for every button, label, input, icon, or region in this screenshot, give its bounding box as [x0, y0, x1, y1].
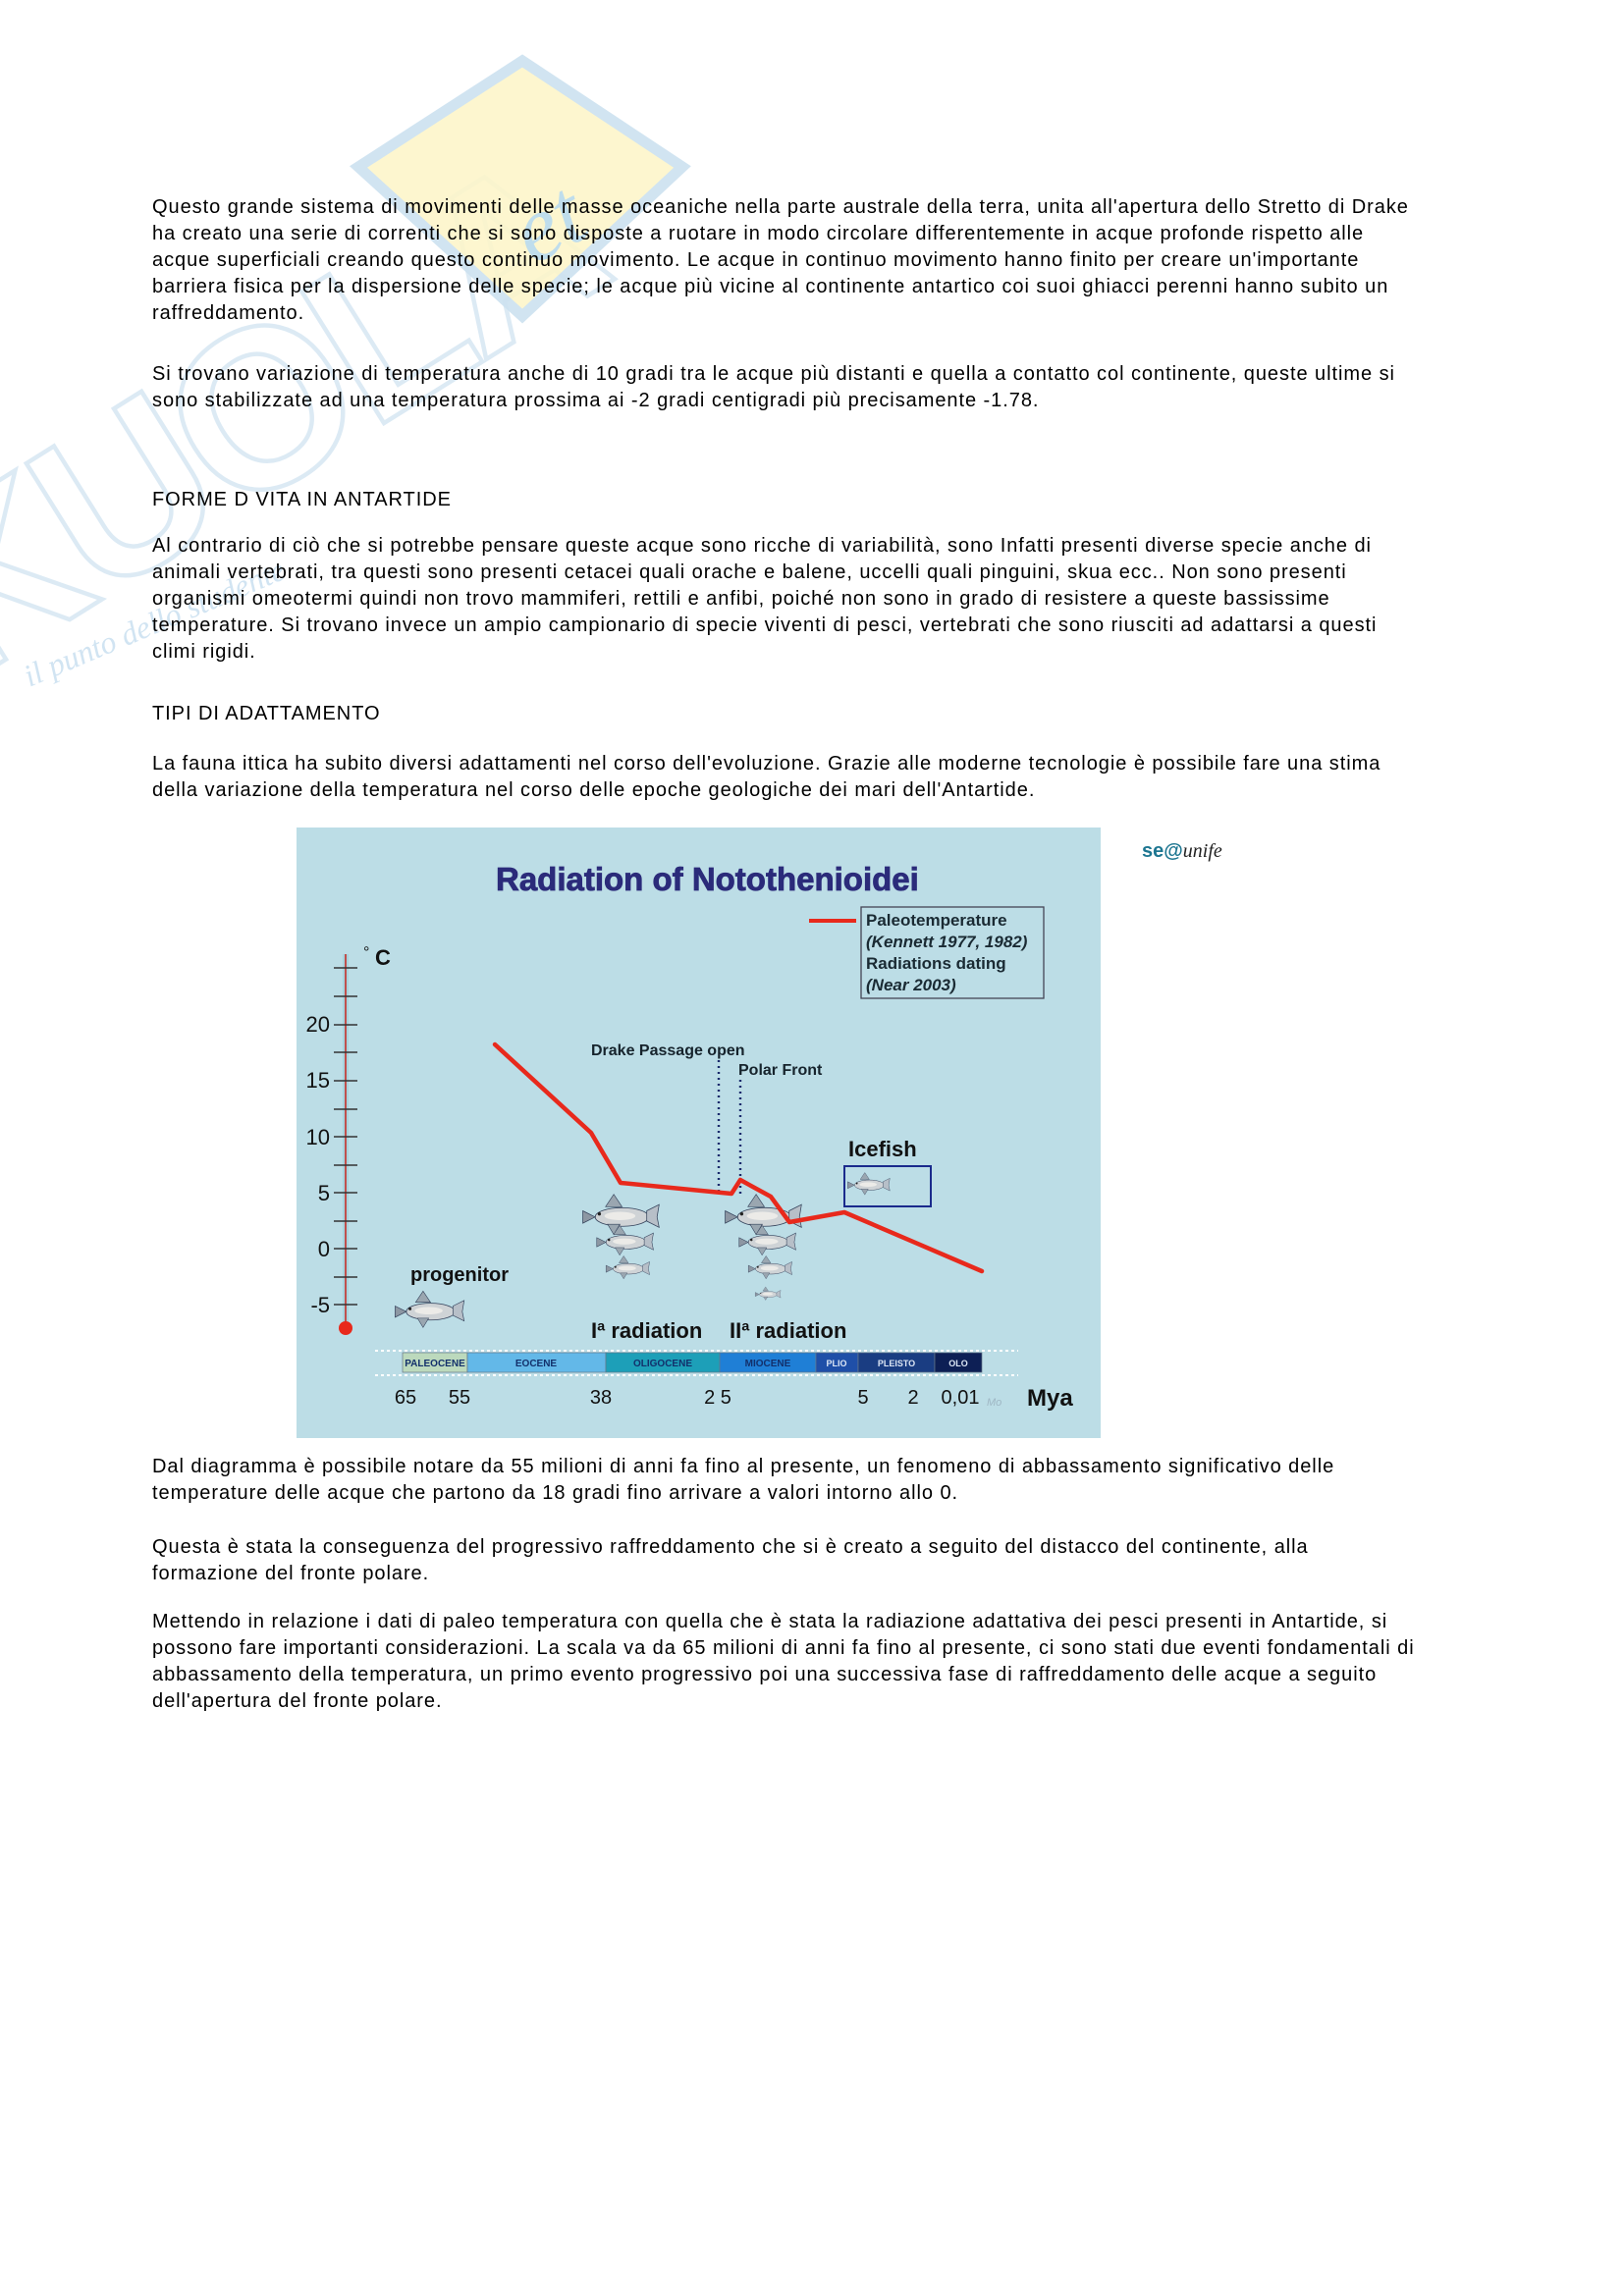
- svg-text:10: 10: [306, 1125, 330, 1149]
- svg-text:OLO: OLO: [948, 1359, 968, 1368]
- svg-text:(Kennett 1977, 1982): (Kennett 1977, 1982): [866, 933, 1028, 951]
- svg-text:Mya: Mya: [1027, 1385, 1073, 1412]
- svg-text:0: 0: [318, 1237, 330, 1261]
- svg-text:15: 15: [306, 1068, 330, 1093]
- svg-text:5: 5: [857, 1387, 868, 1409]
- svg-text:Polar Front: Polar Front: [738, 1062, 823, 1079]
- svg-text:Icefish: Icefish: [848, 1137, 917, 1161]
- svg-text:2 5: 2 5: [704, 1387, 731, 1409]
- svg-text:MIOCENE: MIOCENE: [745, 1359, 791, 1369]
- svg-text:Iª radiation: Iª radiation: [591, 1318, 702, 1343]
- svg-text:OLIGOCENE: OLIGOCENE: [633, 1359, 692, 1369]
- svg-text:PLIO: PLIO: [826, 1359, 846, 1368]
- svg-text:2: 2: [907, 1387, 918, 1409]
- svg-text:Radiation of Notothenioidei: Radiation of Notothenioidei: [496, 861, 919, 897]
- svg-text:Drake Passage open: Drake Passage open: [591, 1042, 745, 1059]
- svg-text:°: °: [363, 944, 369, 961]
- svg-text:progenitor: progenitor: [410, 1264, 509, 1286]
- svg-text:IIª radiation: IIª radiation: [730, 1318, 846, 1343]
- svg-text:Radiations dating: Radiations dating: [866, 954, 1006, 973]
- svg-text:Mo: Mo: [987, 1397, 1001, 1409]
- svg-text:65: 65: [395, 1387, 416, 1409]
- svg-text:(Near 2003): (Near 2003): [866, 976, 956, 994]
- svg-text:38: 38: [590, 1387, 612, 1409]
- svg-text:C: C: [375, 945, 391, 970]
- svg-text:Paleotemperature: Paleotemperature: [866, 911, 1007, 930]
- svg-text:0,01: 0,01: [942, 1387, 980, 1409]
- svg-text:PLEISTO: PLEISTO: [878, 1359, 915, 1368]
- svg-text:EOCENE: EOCENE: [515, 1359, 558, 1369]
- svg-text:PALEOCENE: PALEOCENE: [405, 1359, 465, 1369]
- svg-text:5: 5: [318, 1181, 330, 1205]
- svg-text:55: 55: [449, 1387, 470, 1409]
- svg-text:-5: -5: [310, 1293, 330, 1317]
- svg-text:20: 20: [306, 1012, 330, 1037]
